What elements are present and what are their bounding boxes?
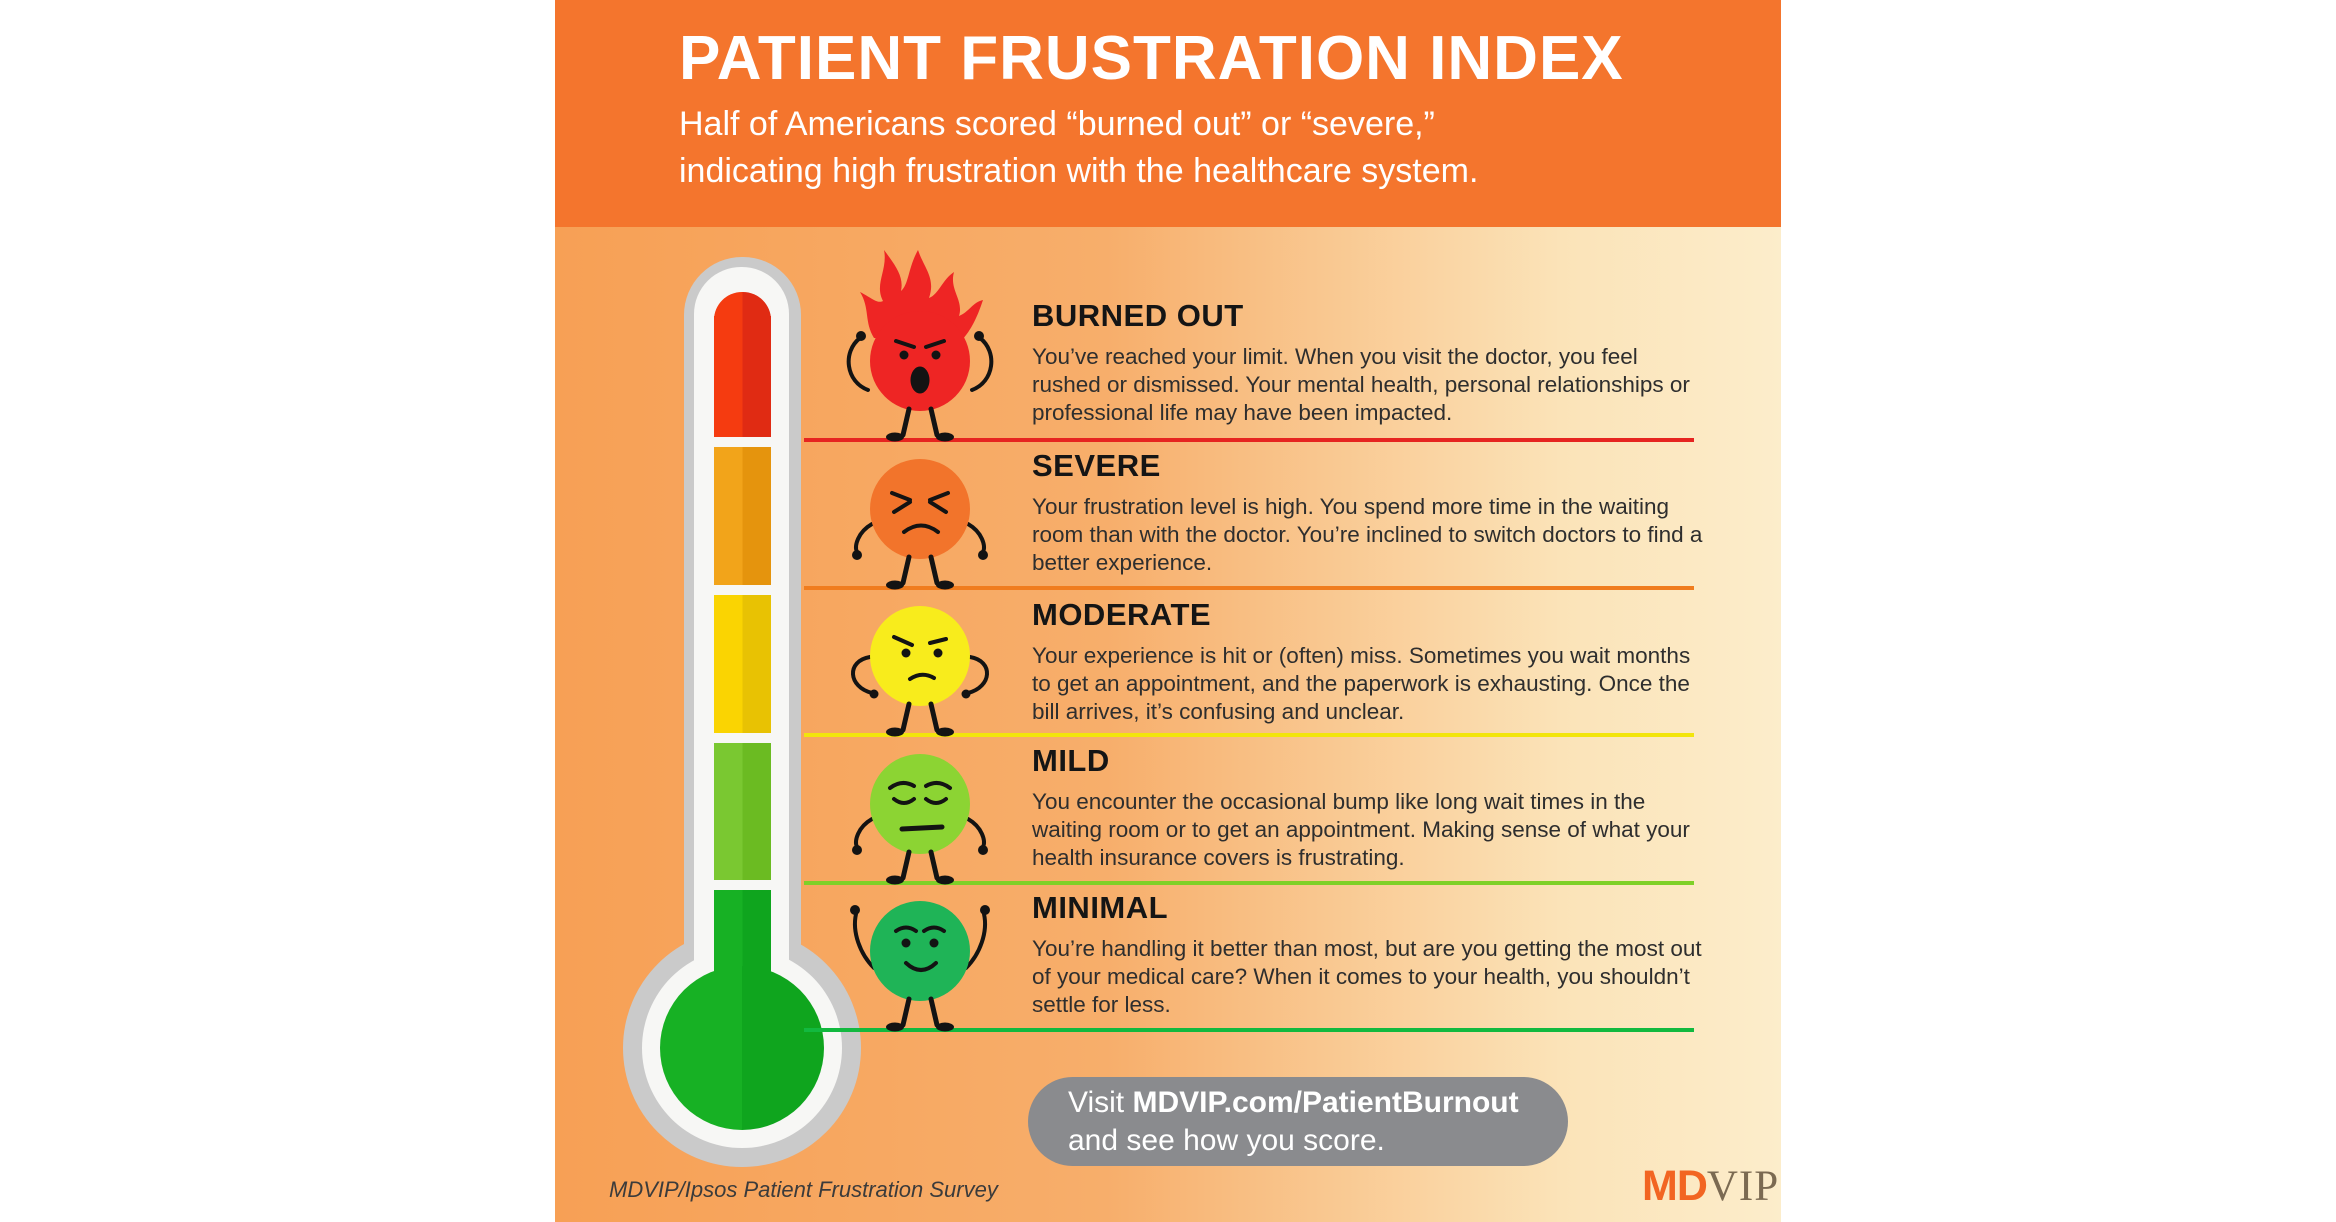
header-banner: PATIENT FRUSTRATION INDEX Half of Americ…: [555, 0, 1781, 227]
angry-face: [894, 339, 946, 394]
thermometer-segment-mild: [714, 743, 771, 880]
level-section-moderate: MODERATE Your experience is hit or (ofte…: [1032, 598, 1712, 726]
level-section-mild: MILD You encounter the occasional bump l…: [1032, 744, 1712, 872]
thermometer-segment-burned-out: [714, 292, 771, 437]
level-heading: MILD: [1032, 743, 1110, 778]
cta-url: MDVIP.com/PatientBurnout: [1132, 1085, 1519, 1119]
level-description: Your frustration level is high. You spen…: [1032, 494, 1703, 575]
level-heading: SEVERE: [1032, 448, 1161, 483]
moderate-character-icon: [851, 606, 989, 737]
page-title: PATIENT FRUSTRATION INDEX: [679, 24, 1624, 93]
level-description: You encounter the occasional bump like l…: [1032, 789, 1690, 870]
divider-line-burned-out: [804, 438, 1694, 442]
infographic-canvas: PATIENT FRUSTRATION INDEX Half of Americ…: [555, 0, 1781, 1222]
logo-vip-text: VIP: [1706, 1163, 1780, 1210]
cta-line-1: Visit MDVIP.com/PatientBurnout: [1068, 1085, 1519, 1119]
minimal-character-icon: [850, 901, 990, 1032]
page-subtitle: Half of Americans scored “burned out” or…: [679, 101, 1781, 195]
level-section-minimal: MINIMAL You’re handling it better than m…: [1032, 891, 1712, 1019]
level-heading: BURNED OUT: [1032, 298, 1244, 333]
divider-line-moderate: [804, 733, 1694, 737]
cta-button[interactable]: Visit MDVIP.com/PatientBurnout and see h…: [1028, 1077, 1568, 1166]
severe-character-icon: [852, 459, 988, 590]
logo-md-text: MD: [1642, 1162, 1708, 1210]
subtitle-line-2: indicating high frustration with the hea…: [679, 152, 1479, 190]
thermometer-segment-moderate: [714, 595, 771, 733]
thermometer-segment-severe: [714, 447, 771, 585]
level-section-severe: SEVERE Your frustration level is high. Y…: [1032, 449, 1712, 577]
mdvip-logo: MDVIP: [1642, 1162, 1780, 1210]
thermometer-bulb: [660, 966, 824, 1130]
divider-line-minimal: [804, 1028, 1694, 1032]
level-section-burned-out: BURNED OUT You’ve reached your limit. Wh…: [1032, 299, 1712, 427]
level-description: Your experience is hit or (often) miss. …: [1032, 643, 1691, 724]
thermometer-icon: [623, 257, 861, 1167]
divider-line-severe: [804, 586, 1694, 590]
burned-out-character-icon: [846, 250, 994, 442]
happy-face: [894, 925, 946, 972]
unimpressed-face: [888, 781, 952, 832]
annoyed-face: [892, 635, 948, 681]
level-heading: MODERATE: [1032, 597, 1212, 632]
level-description: You’re handling it better than most, but…: [1032, 936, 1702, 1017]
scrunched-face: [890, 491, 950, 534]
level-description: You’ve reached your limit. When you visi…: [1032, 344, 1690, 425]
source-attribution: MDVIP/Ipsos Patient Frustration Survey: [609, 1177, 998, 1202]
subtitle-line-1: Half of Americans scored “burned out” or…: [679, 105, 1435, 143]
level-heading: MINIMAL: [1032, 890, 1169, 925]
divider-line-mild: [804, 881, 1694, 885]
infographic-body: BURNED OUT You’ve reached your limit. Wh…: [555, 227, 1781, 1222]
flames: [860, 250, 983, 340]
mild-character-icon: [852, 754, 988, 885]
cta-line-2: and see how you score.: [1068, 1123, 1385, 1157]
